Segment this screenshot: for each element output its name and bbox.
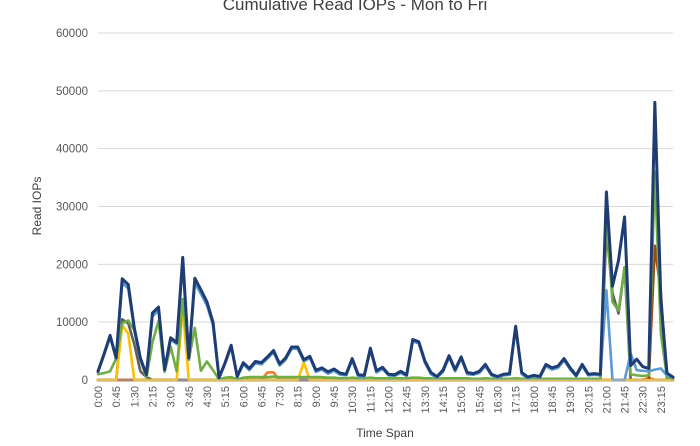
x-tick-label: 11:15 [365,386,377,413]
x-tick-label: 18:45 [547,386,559,414]
x-tick-label: 5:15 [220,386,232,407]
x-tick-label: 21:45 [620,386,632,414]
x-tick-label: 17:15 [511,386,523,414]
x-tick-label: 21:00 [601,386,613,414]
y-tick-label: 30000 [56,202,88,214]
x-tick-label: 19:30 [565,386,577,414]
y-axis-ticks: 0 10000 20000 30000 40000 50000 60000 [56,28,88,387]
x-tick-label: 9:00 [311,386,323,407]
x-tick-label: 10:30 [347,386,359,414]
x-tick-label: 1:30 [129,386,141,407]
x-axis-ticks: 0:00 0:45 1:30 2:15 3:00 3:45 4:30 5:15 6:00 6:45… [93,386,668,414]
x-tick-label: 0:45 [111,386,123,407]
x-tick-label: 9:45 [329,386,341,407]
x-tick-label: 12:00 [384,386,396,414]
x-tick-label: 20:15 [583,386,595,414]
y-tick-label: 0 [82,375,88,387]
x-tick-label: 8:15 [293,386,305,407]
series-line-1 [96,100,675,380]
x-tick-label: 15:00 [456,386,468,414]
x-tick-label: 23:15 [656,386,668,414]
y-axis-title: Read IOPs [30,177,44,236]
x-tick-label: 14:15 [438,386,450,414]
x-axis-title: Time Span [356,426,414,440]
x-tick-label: 12:45 [402,386,414,414]
x-tick-label: 6:45 [256,386,268,407]
x-tick-label: 15:45 [474,386,486,414]
y-tick-label: 50000 [56,86,88,98]
x-tick-label: 16:30 [492,386,504,414]
x-tick-label: 3:00 [166,386,178,407]
y-tick-label: 10000 [56,317,88,329]
y-tick-label: 40000 [56,144,88,156]
y-tick-label: 20000 [56,259,88,271]
y-tick-label: 60000 [56,28,88,40]
x-tick-label: 2:15 [147,386,159,407]
x-tick-label: 6:00 [238,386,250,407]
grid-layer [98,32,673,323]
x-tick-label: 7:30 [275,386,287,407]
x-tick-label: 4:30 [202,386,214,407]
series-line-3 [96,170,675,381]
x-tick-label: 0:00 [93,386,105,407]
chart-title: Cumulative Read IOPs - Mon to Fri [223,0,488,14]
x-tick-label: 13:30 [420,386,432,414]
x-tick-label: 22:30 [638,386,650,414]
x-tick-label: 18:00 [529,386,541,414]
x-tick-label: 3:45 [184,386,196,407]
series-layer [96,100,675,382]
